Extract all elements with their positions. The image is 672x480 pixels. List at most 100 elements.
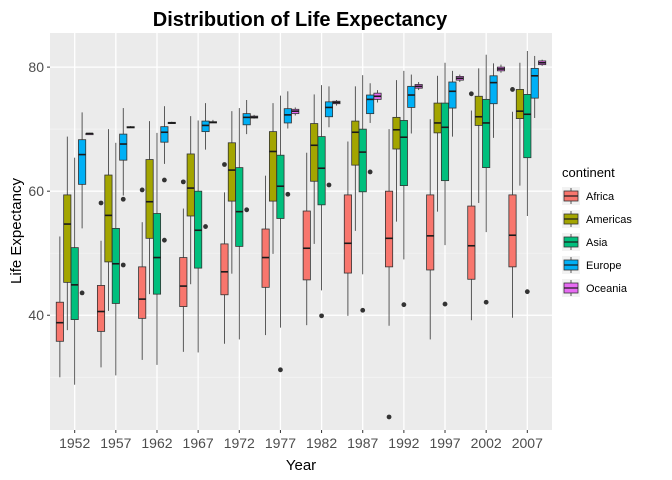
box-americas-1977 [268, 103, 278, 254]
iqr-box [70, 247, 79, 320]
box-europe-1967 [201, 103, 210, 229]
legend-label: Europe [586, 260, 621, 272]
box-oceania-1972 [250, 114, 259, 119]
y-tick-label: 80 [28, 59, 44, 75]
iqr-box [55, 301, 64, 342]
box-americas-1987 [351, 86, 360, 231]
iqr-box [145, 159, 154, 239]
outlier-point [401, 302, 407, 308]
legend-item-africa: Africa [562, 187, 615, 205]
legend-item-oceania: Oceania [562, 279, 628, 297]
iqr-box [111, 227, 120, 304]
x-tick-label: 1957 [100, 435, 131, 451]
iqr-box [302, 210, 311, 281]
iqr-box [220, 243, 229, 296]
box-africa-1957 [96, 200, 106, 368]
iqr-box [351, 120, 360, 166]
box-africa-1962 [138, 187, 147, 360]
box-americas-1962 [145, 121, 154, 295]
legend-item-asia: Asia [562, 233, 608, 251]
box-europe-1987 [366, 83, 375, 175]
box-asia-1977 [276, 95, 285, 373]
box-asia-1952 [70, 157, 79, 385]
box-oceania-1982 [332, 99, 341, 106]
legend-label: Americas [586, 214, 632, 226]
outlier-point [139, 187, 145, 193]
box-asia-1992 [399, 70, 408, 308]
iqr-box [467, 205, 476, 280]
iqr-box [440, 102, 450, 182]
box-africa-1997 [426, 119, 435, 340]
outlier-point [326, 182, 332, 188]
outlier-point [222, 162, 227, 167]
box-africa-1972 [220, 162, 229, 344]
box-asia-2007 [523, 50, 532, 295]
outlier-point [98, 200, 104, 206]
iqr-box [138, 266, 147, 319]
box-europe-1992 [407, 74, 416, 134]
iqr-box [433, 102, 442, 134]
x-axis-title: Year [286, 457, 316, 474]
box-oceania-1977 [291, 107, 300, 116]
box-oceania-1957 [126, 126, 135, 129]
iqr-box [366, 94, 375, 115]
iqr-box [268, 131, 278, 202]
iqr-box [317, 136, 326, 206]
x-tick-label: 1952 [59, 435, 90, 451]
box-africa-1952 [55, 236, 64, 378]
legend-item-europe: Europe [562, 256, 621, 274]
iqr-box [358, 128, 367, 193]
iqr-box [78, 139, 87, 185]
box-americas-1967 [186, 116, 195, 285]
iqr-box [119, 133, 128, 161]
iqr-box [324, 101, 334, 118]
iqr-box [283, 108, 292, 124]
iqr-box [201, 120, 210, 133]
iqr-box [104, 174, 113, 263]
iqr-box [489, 75, 498, 105]
outlier-point [120, 196, 126, 202]
box-africa-1977 [261, 175, 270, 336]
legend-label: Oceania [586, 283, 628, 295]
outlier-point [79, 290, 85, 296]
outlier-point [524, 289, 530, 295]
outlier-point [161, 177, 167, 183]
x-tick-label: 2002 [471, 435, 502, 451]
box-europe-1952 [78, 112, 87, 296]
box-oceania-2002 [496, 64, 506, 73]
box-asia-1987 [358, 75, 367, 313]
iqr-box [242, 113, 251, 126]
x-tick-label: 1982 [306, 435, 337, 451]
chart-title: Distribution of Life Expectancy [153, 9, 448, 31]
x-tick-label: 1977 [265, 435, 296, 451]
box-europe-1982 [324, 86, 334, 188]
outlier-point [180, 179, 186, 185]
x-tick-label: 2007 [512, 435, 543, 451]
box-africa-2007 [508, 87, 517, 318]
iqr-box [186, 153, 195, 217]
box-africa-1982 [302, 152, 311, 326]
box-asia-1967 [194, 120, 203, 353]
box-africa-1987 [343, 141, 352, 316]
iqr-box [482, 98, 491, 169]
box-africa-1967 [179, 179, 188, 352]
outlier-point [386, 414, 392, 420]
y-tick-label: 60 [28, 183, 44, 199]
box-asia-1982 [317, 85, 326, 319]
box-americas-1997 [433, 75, 442, 212]
iqr-box [515, 89, 524, 120]
outlier-point [161, 237, 167, 243]
box-europe-1997 [448, 70, 457, 137]
iqr-box [227, 142, 236, 202]
iqr-box [385, 190, 394, 268]
box-europe-1962 [160, 106, 169, 243]
box-africa-1992 [385, 129, 394, 420]
iqr-box [448, 81, 457, 109]
iqr-box [235, 167, 244, 247]
box-asia-1972 [235, 108, 244, 340]
legend-label: Asia [586, 237, 608, 249]
x-axis: 1952 1957 1962 1967 1972 1977 1982 1987 1992 1997… [59, 430, 543, 451]
outlier-point [360, 307, 366, 313]
box-asia-1957 [111, 142, 120, 376]
box-americas-1957 [104, 129, 113, 311]
